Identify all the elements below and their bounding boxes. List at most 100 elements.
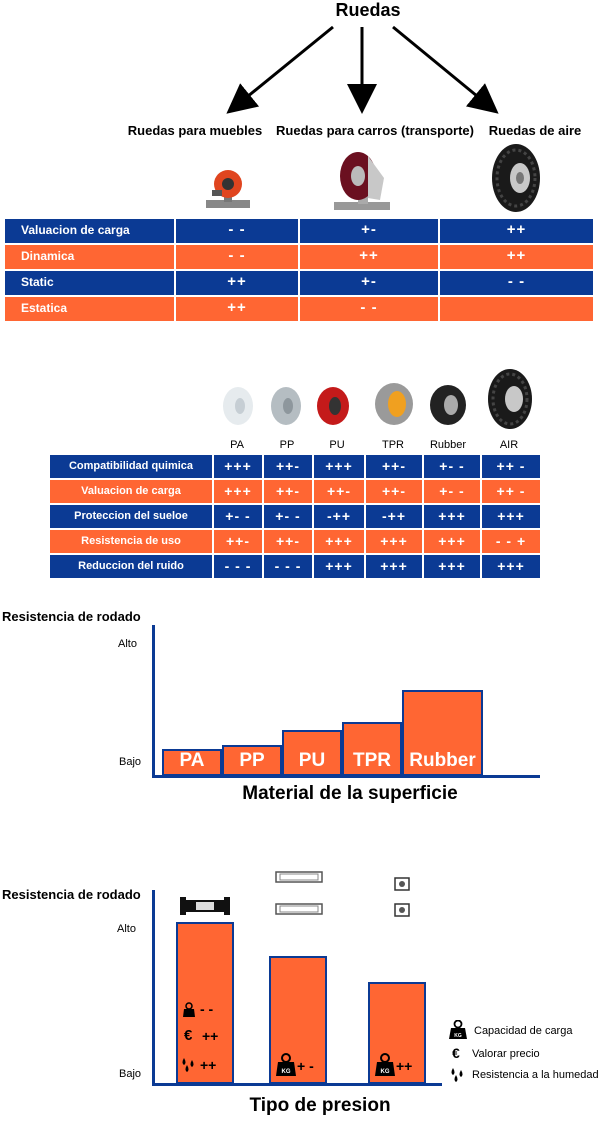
chart1-bar-label: PA	[179, 750, 205, 771]
ball-bearing-icon	[394, 877, 410, 917]
wheel-label-pa: PA	[230, 439, 244, 451]
chart2-y-low: Bajo	[119, 1068, 142, 1080]
table2-row: Compatibilidad quimica +++ ++- +++ ++- +…	[50, 455, 540, 480]
table2-row-label: Valuacion de carga	[50, 479, 214, 505]
chart2-y-high: Alto	[117, 923, 136, 935]
table2-cell: +++	[313, 455, 366, 480]
cart-caster-image	[334, 152, 390, 210]
table1-cell: ++	[299, 244, 440, 271]
table2-cell: ++-	[365, 455, 424, 480]
chart1-bar-label: PP	[239, 750, 265, 771]
table2-cell: ++-	[263, 529, 314, 555]
weight-kg-icon: KG	[375, 1053, 395, 1076]
table1-cell: ++	[175, 296, 300, 323]
chart2-y-axis	[152, 890, 155, 1086]
weight-icon	[183, 1002, 195, 1017]
table2-cell: -++	[313, 504, 366, 530]
table1-row-label: Estatica	[5, 296, 176, 323]
arrow-left	[226, 25, 334, 114]
legend-water-drops-icon	[451, 1068, 463, 1082]
wheel-type-table: Valuacion de carga - - +- ++ Dinamica - …	[5, 219, 593, 323]
legend-weight-icon: KG	[449, 1020, 467, 1039]
chart1-bar-pp: PP	[222, 745, 282, 776]
legend-kg-text: KG	[454, 1033, 462, 1039]
tpr-wheel-image	[375, 383, 413, 425]
table1-row: Estatica ++ - -	[5, 296, 593, 323]
table2-cell: +- -	[423, 479, 482, 505]
table2-cell: ++ -	[481, 479, 540, 505]
table2-row: Reduccion del ruido - - - - - - +++ +++ …	[50, 554, 540, 580]
table1-row: Static ++ +- - -	[5, 270, 593, 297]
table2-cell: ++ -	[481, 455, 540, 480]
table1-row-label: Static	[5, 270, 176, 297]
table2-cell: +++	[365, 529, 424, 555]
chart1-y-high: Alto	[118, 638, 137, 650]
table2-row: Proteccion del sueloe +- - +- - -++ -++ …	[50, 504, 540, 530]
table2-cell: ++-	[213, 529, 264, 555]
legend-humidity: Resistencia a la humedad	[472, 1069, 599, 1081]
bar2-load-rating: + -	[297, 1058, 314, 1074]
arrow-right	[392, 25, 499, 114]
chart1-title: Resistencia de rodado	[2, 609, 141, 624]
table2-cell: +- -	[423, 455, 482, 480]
table2-cell: - - -	[263, 554, 314, 580]
table1-cell: ++	[439, 244, 593, 271]
category-air-wheels: Ruedas de aire	[488, 123, 582, 138]
table1-row: Valuacion de carga - - +- ++	[5, 219, 593, 245]
table2-cell: ++-	[263, 455, 314, 480]
air-wheel-small-image	[488, 369, 532, 429]
furniture-caster-image	[206, 170, 250, 208]
category-cart-wheels: Ruedas para carros (transporte)	[276, 123, 474, 138]
chart2-title: Resistencia de rodado	[2, 887, 141, 902]
table1-cell	[439, 296, 593, 323]
bar1-humidity-rating: ++	[200, 1057, 217, 1073]
table1-row-label: Valuacion de carga	[5, 219, 176, 245]
table2-row-label: Resistencia de uso	[50, 529, 214, 555]
legend-euro-icon: €	[452, 1045, 460, 1061]
table2-cell: - - -	[213, 554, 264, 580]
table1-cell: ++	[175, 270, 300, 297]
table2-row: Resistencia de uso ++- ++- +++ +++ +++ -…	[50, 529, 540, 555]
wheel-label-rubber: Rubber	[429, 439, 467, 451]
pa-wheel-image	[223, 387, 253, 425]
euro-icon: €	[184, 1027, 193, 1044]
chart2-x-axis	[152, 1083, 442, 1086]
bar1-load-rating: - -	[200, 1001, 214, 1017]
chart1-bar-label: PU	[298, 750, 326, 771]
chart2-bar-roller	[269, 956, 327, 1084]
table2-cell: +++	[423, 529, 482, 555]
table2-cell: -++	[365, 504, 424, 530]
table2-row-label: Proteccion del sueloe	[50, 504, 214, 530]
chart2-bar-sleeve	[176, 922, 234, 1084]
table2-cell: +- -	[263, 504, 314, 530]
chart1-bar-pa: PA	[162, 749, 222, 776]
bar3-load-rating: ++	[396, 1058, 413, 1074]
chart1-bar-tpr: TPR	[342, 722, 402, 776]
table2-cell: ++-	[365, 479, 424, 505]
table1-cell: - -	[175, 244, 300, 271]
table1-cell: - -	[299, 296, 440, 323]
legend-price: Valorar precio	[472, 1048, 540, 1060]
pu-wheel-image	[317, 387, 349, 425]
table1-cell: - -	[439, 270, 593, 297]
chart1-y-low: Bajo	[119, 756, 142, 768]
bar1-price-rating: ++	[202, 1028, 219, 1044]
wheel-label-pu: PU	[329, 439, 345, 451]
wheel-material-table: Compatibilidad quimica +++ ++- +++ ++- +…	[50, 455, 540, 580]
table2-cell: +++	[213, 455, 264, 480]
air-wheel-image	[492, 144, 540, 212]
table1-cell: ++	[439, 219, 593, 245]
water-drops-icon	[182, 1058, 194, 1072]
table2-cell: ++-	[313, 479, 366, 505]
table2-cell: +++	[365, 554, 424, 580]
chart1-bar-label: TPR	[353, 750, 391, 771]
pp-wheel-image	[271, 387, 301, 425]
table2-cell: +++	[481, 554, 540, 580]
roller-bearing-icon	[275, 871, 323, 915]
table2-cell: +++	[423, 504, 482, 530]
weight-kg-text: KG	[381, 1069, 390, 1075]
table1-row: Dinamica - - ++ ++	[5, 244, 593, 271]
table2-cell: - - +	[481, 529, 540, 555]
table1-cell: +-	[299, 219, 440, 245]
table2-row-label: Compatibilidad quimica	[50, 455, 214, 480]
